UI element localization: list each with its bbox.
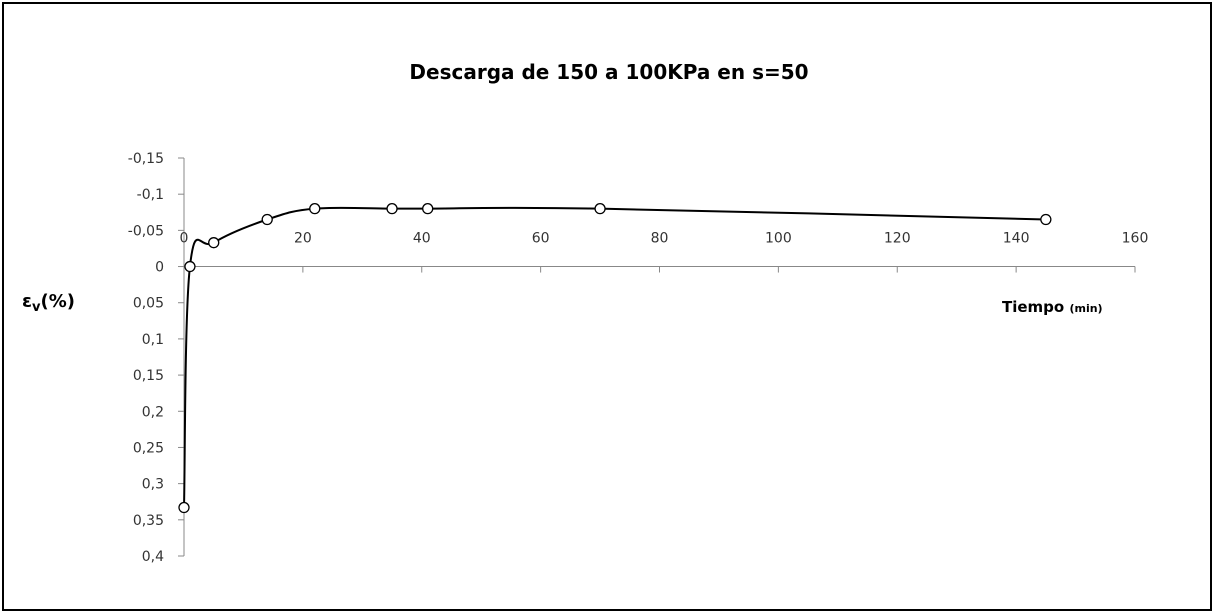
x-axis-label-text: Tiempo xyxy=(1002,298,1065,316)
y-tick-label: 0,05 xyxy=(133,296,164,312)
y-axis-label-unit: (%) xyxy=(40,291,76,312)
data-point xyxy=(208,237,220,249)
y-tick-label: -0,15 xyxy=(128,151,164,167)
x-tick-label: 20 xyxy=(294,231,312,247)
data-point xyxy=(178,501,190,514)
chart-title: Descarga de 150 a 100KPa en s=50 xyxy=(409,60,809,84)
data-point xyxy=(422,203,434,215)
data-point xyxy=(594,203,606,215)
y-axis-label-subscript: v xyxy=(32,300,41,315)
y-tick-label: 0,35 xyxy=(133,513,164,529)
y-tick-label: -0,1 xyxy=(137,187,164,203)
x-tick-label: 160 xyxy=(1122,231,1149,247)
y-axis-label: εv(%) xyxy=(22,291,75,315)
y-tick-label: 0,4 xyxy=(142,549,164,565)
y-tick-label: -0,05 xyxy=(128,223,164,239)
x-tick-label: 80 xyxy=(651,231,669,247)
x-axis-label-unit: (min) xyxy=(1069,302,1103,315)
data-point xyxy=(261,213,273,226)
x-tick-label: 120 xyxy=(884,231,911,247)
x-tick-label: 60 xyxy=(532,231,550,247)
y-tick-label: 0,25 xyxy=(133,440,164,456)
x-tick-label: 40 xyxy=(413,231,431,247)
data-point xyxy=(1040,213,1052,226)
y-tick-label: 0,2 xyxy=(142,404,164,420)
y-tick-label: 0,3 xyxy=(142,477,164,493)
series-line xyxy=(183,206,1046,508)
y-tick-label: 0 xyxy=(155,260,164,276)
y-axis-label-symbol: ε xyxy=(22,291,33,312)
x-axis-label: Tiempo (min) xyxy=(1002,298,1103,316)
data-point xyxy=(184,260,196,273)
data-point xyxy=(309,203,321,215)
y-tick-label: 0,1 xyxy=(142,332,164,348)
x-tick-label: 140 xyxy=(1003,231,1030,247)
data-point xyxy=(386,203,398,215)
x-tick-label: 0 xyxy=(180,231,189,247)
y-tick-label: 0,15 xyxy=(133,368,164,384)
x-tick-label: 100 xyxy=(765,231,792,247)
